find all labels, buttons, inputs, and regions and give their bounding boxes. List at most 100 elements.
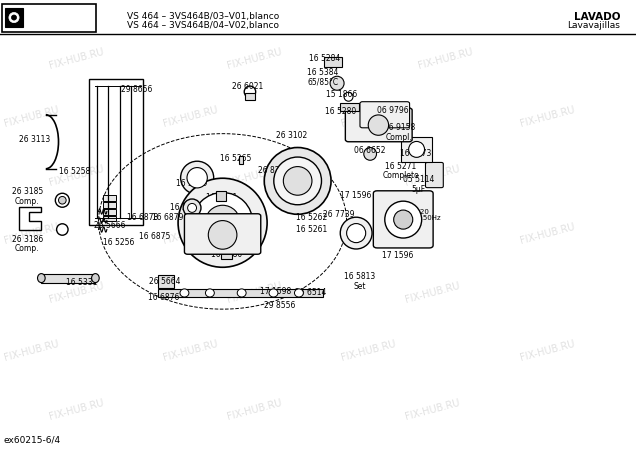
Text: 16 5263: 16 5263 [196,223,228,232]
FancyBboxPatch shape [401,137,432,162]
Ellipse shape [183,199,201,217]
Text: 16 6875: 16 6875 [139,232,170,241]
Text: 26 3113: 26 3113 [19,135,51,144]
Text: 26 7739: 26 7739 [322,210,354,219]
Text: 16 5271
Completo: 16 5271 Completo [382,162,419,180]
Ellipse shape [38,274,45,283]
Text: 26 9158
Compl.: 26 9158 Compl. [384,123,415,142]
Text: 26 6514: 26 6514 [294,288,326,297]
Ellipse shape [57,224,68,235]
Ellipse shape [178,178,267,267]
Ellipse shape [283,166,312,195]
Ellipse shape [187,167,207,188]
Ellipse shape [368,115,389,135]
Bar [158,274,174,288]
Text: 26 8225: 26 8225 [258,166,289,175]
Ellipse shape [340,217,372,249]
Ellipse shape [205,205,240,240]
Text: FIX-HUB.RU: FIX-HUB.RU [340,105,398,129]
Text: FIX-HUB.RU: FIX-HUB.RU [226,397,283,422]
Text: FIX-HUB.RU: FIX-HUB.RU [162,339,219,363]
Text: 29 8556: 29 8556 [264,301,296,310]
Text: FIX-HUB.RU: FIX-HUB.RU [404,280,461,305]
Text: ex60215-6/4: ex60215-6/4 [3,436,60,445]
Ellipse shape [265,148,331,214]
Bar [221,248,232,259]
Text: 05 5114
5μF: 05 5114 5μF [403,175,434,194]
Text: 26 3102: 26 3102 [276,131,308,140]
Bar [41,274,95,283]
Text: VS 464 – 3VS464B/03–V01,blanco: VS 464 – 3VS464B/03–V01,blanco [127,12,279,21]
Text: FIX-HUB.RU: FIX-HUB.RU [162,105,219,129]
Bar [324,57,342,67]
Text: 26 3186
Comp.: 26 3186 Comp. [11,234,43,253]
Ellipse shape [237,289,246,297]
Text: 16 5265: 16 5265 [219,154,251,163]
FancyBboxPatch shape [2,4,96,32]
FancyBboxPatch shape [425,162,443,188]
Text: 16 6880: 16 6880 [211,250,242,259]
Text: 16 5256: 16 5256 [103,238,135,247]
Text: 06 6652: 06 6652 [354,146,386,155]
Ellipse shape [205,289,214,297]
Text: 06 9796: 06 9796 [377,106,409,115]
Ellipse shape [209,222,220,234]
Ellipse shape [347,224,366,243]
Text: 16 6878: 16 6878 [127,213,158,222]
Text: 16 6876: 16 6876 [148,292,180,302]
Text: 16 5331: 16 5331 [205,193,237,202]
Text: 16 5261: 16 5261 [296,225,328,234]
FancyBboxPatch shape [360,102,410,128]
Text: 15 1866: 15 1866 [326,90,357,99]
Text: Lavavajillas: Lavavajillas [567,21,620,30]
Text: 16 5813
Set: 16 5813 Set [344,272,376,291]
Ellipse shape [294,289,303,297]
Text: FIX-HUB.RU: FIX-HUB.RU [162,222,219,246]
Ellipse shape [269,289,278,297]
Text: 17 1596: 17 1596 [382,251,413,260]
Text: 16 5258: 16 5258 [59,166,91,176]
Ellipse shape [192,193,253,253]
Ellipse shape [274,157,322,205]
Text: FIX-HUB.RU: FIX-HUB.RU [48,163,105,188]
Text: 17 1598: 17 1598 [260,287,292,296]
Ellipse shape [409,141,425,158]
Ellipse shape [244,86,256,98]
FancyBboxPatch shape [373,191,433,248]
Bar [103,216,116,221]
Ellipse shape [344,92,353,101]
Text: 16 5259: 16 5259 [176,179,208,188]
Bar [216,191,226,201]
Text: 16 5384
65/85°C: 16 5384 65/85°C [307,68,339,87]
Text: FIX-HUB.RU: FIX-HUB.RU [518,222,576,246]
Bar [5,8,23,27]
Ellipse shape [188,203,197,212]
Text: 26 6520
220/240V,50Hz: 26 6520 220/240V,50Hz [388,209,441,221]
Text: FIX-HUB.RU: FIX-HUB.RU [3,222,60,246]
Text: FIX-HUB.RU: FIX-HUB.RU [226,46,283,71]
Text: LAVADO: LAVADO [574,12,620,22]
Ellipse shape [9,13,19,22]
Ellipse shape [92,274,99,283]
Ellipse shape [55,193,69,207]
Ellipse shape [11,15,17,20]
Ellipse shape [385,201,422,238]
Text: FIX-HUB.RU: FIX-HUB.RU [226,280,283,305]
Text: 16 5260: 16 5260 [170,203,202,212]
FancyBboxPatch shape [184,214,261,254]
Ellipse shape [181,161,214,194]
Bar [239,156,243,164]
Text: 16 5284: 16 5284 [308,54,340,63]
Text: 26 5666: 26 5666 [93,221,125,230]
Bar [103,195,116,201]
Text: FIX-HUB.RU: FIX-HUB.RU [340,222,398,246]
Text: 29 8656: 29 8656 [121,86,153,94]
Text: FIX-HUB.RU: FIX-HUB.RU [48,280,105,305]
Text: FIX-HUB.RU: FIX-HUB.RU [404,163,461,188]
Bar [158,289,323,297]
Text: FIX-HUB.RU: FIX-HUB.RU [518,105,576,129]
Ellipse shape [364,148,377,160]
Text: FIX-HUB.RU: FIX-HUB.RU [226,163,283,188]
Text: VS 464 – 3VS464B/04–V02,blanco: VS 464 – 3VS464B/04–V02,blanco [127,21,279,30]
Bar [103,202,116,208]
